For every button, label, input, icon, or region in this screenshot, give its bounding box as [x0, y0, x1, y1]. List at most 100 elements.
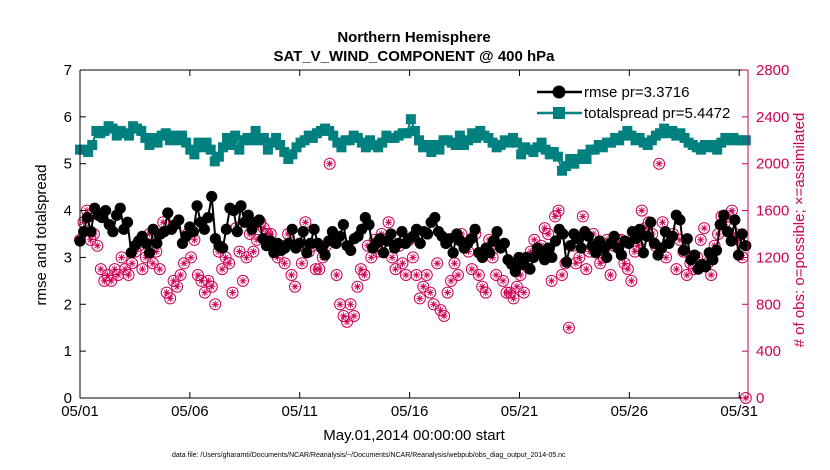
rmse-point	[630, 233, 642, 245]
rmse-point	[319, 249, 331, 261]
rmse-point	[220, 223, 232, 235]
y-tick-label-left: 2	[64, 296, 72, 313]
obs-assimilated-marker	[423, 271, 431, 279]
obs-possible-marker	[174, 269, 187, 281]
obs-point	[295, 257, 308, 270]
rmse-point	[729, 214, 741, 226]
totalspread-point	[222, 132, 233, 143]
obs-point	[382, 216, 395, 229]
totalspread-point	[217, 142, 228, 153]
obs-assimilated-marker	[527, 247, 535, 256]
rmse-point	[231, 226, 243, 238]
rmse-point	[484, 247, 496, 259]
obs-assimilated-marker	[662, 253, 670, 262]
totalspread-point	[271, 132, 282, 143]
legend-totalspread-marker	[553, 107, 565, 119]
obs-assimilated-marker	[284, 230, 292, 238]
obs-point	[542, 228, 555, 240]
obs-point	[420, 269, 433, 281]
obs-assimilated-marker	[655, 160, 663, 168]
obs-assimilated-marker	[211, 300, 219, 308]
rmse-point	[571, 233, 584, 245]
obs-possible-marker	[510, 280, 523, 293]
obs-assimilated-marker	[728, 206, 736, 215]
obs-assimilated-marker	[513, 283, 521, 291]
obs-assimilated-marker	[548, 277, 556, 285]
rmse-point	[732, 249, 745, 261]
obs-possible-marker	[680, 269, 693, 281]
rmse-point	[674, 214, 686, 226]
obs-point	[323, 157, 336, 170]
obs-assimilated-marker	[468, 265, 476, 273]
obs-assimilated-marker	[412, 271, 420, 279]
obs-point	[438, 310, 451, 322]
totalspread-point	[230, 130, 241, 141]
obs-assimilated-marker	[440, 312, 448, 320]
obs-assimilated-marker	[260, 224, 268, 232]
obs-point	[278, 257, 291, 270]
obs-possible-marker	[233, 245, 246, 258]
rmse-point	[736, 228, 748, 240]
obs-assimilated-marker	[197, 277, 205, 285]
obs-assimilated-marker	[114, 271, 122, 279]
rmse-point	[688, 249, 701, 261]
y-tick-label-right: 400	[756, 343, 781, 360]
totalspread-point	[136, 125, 147, 136]
obs-assimilated-marker	[638, 206, 646, 215]
obs-assimilated-marker	[190, 236, 199, 244]
rmse-point	[202, 212, 214, 224]
y-tick-label-right: 0	[756, 390, 764, 407]
totalspread-point	[160, 128, 171, 139]
obs-assimilated-marker	[104, 271, 112, 279]
obs-assimilated-marker	[242, 253, 251, 262]
obs-point	[694, 233, 707, 246]
obs-point	[399, 269, 412, 281]
y-axis-label-left: rmse and totalspread	[33, 165, 50, 306]
obs-possible-marker	[410, 269, 423, 281]
obs-point	[556, 269, 569, 281]
obs-possible-marker	[216, 263, 229, 276]
obs-assimilated-marker	[676, 236, 684, 244]
rmse-point	[601, 251, 613, 264]
obs-assimilated-marker	[558, 271, 566, 279]
rmse-point	[546, 251, 558, 264]
obs-assimilated-marker	[353, 283, 362, 291]
totalspread-point	[328, 130, 339, 141]
rmse-point	[681, 233, 693, 245]
obs-point	[417, 280, 430, 293]
rmse-point	[242, 209, 254, 221]
y-tick-label-right: 1600	[756, 203, 789, 220]
obs-point	[209, 298, 222, 311]
obs-point	[604, 269, 617, 281]
rmse-point	[140, 237, 152, 249]
obs-assimilated-marker	[118, 253, 126, 262]
rmse-point	[396, 226, 408, 238]
obs-assimilated-marker	[554, 206, 563, 215]
rmse-point	[297, 226, 309, 238]
obs-point	[136, 263, 149, 276]
obs-point	[698, 222, 711, 235]
obs-point	[705, 269, 718, 281]
obs-assimilated-marker	[391, 265, 400, 273]
obs-assimilated-marker	[582, 265, 590, 273]
obs-assimilated-marker	[367, 253, 375, 262]
obs-possible-marker	[184, 251, 197, 264]
rmse-point	[143, 247, 156, 259]
rmse-point	[557, 228, 569, 240]
rmse-point	[608, 230, 620, 242]
obs-assimilated-marker	[225, 259, 233, 267]
totalspread-point	[246, 135, 257, 146]
obs-assimilated-marker	[520, 288, 528, 297]
obs-possible-marker	[285, 269, 298, 281]
totalspread-point	[262, 144, 273, 155]
obs-assimilated-marker	[360, 271, 368, 279]
y-tick-label-left: 6	[64, 109, 72, 126]
obs-assimilated-marker	[683, 271, 691, 279]
obs-possible-marker	[341, 315, 354, 328]
obs-possible-marker	[278, 257, 291, 270]
totalspread-point	[454, 130, 465, 141]
obs-assimilated-marker	[443, 288, 452, 297]
obs-assimilated-marker	[596, 259, 604, 267]
y-tick-label-right: 2800	[756, 62, 789, 79]
totalspread-point	[377, 137, 388, 148]
